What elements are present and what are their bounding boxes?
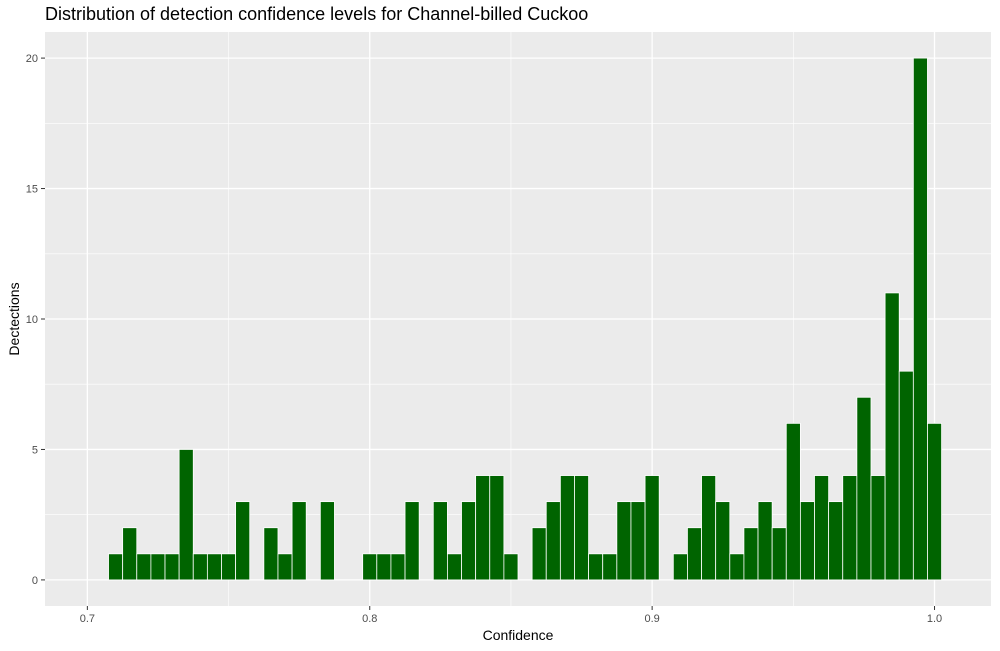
histogram-bar <box>432 501 448 581</box>
y-tick-label: 20 <box>26 53 38 65</box>
histogram-bar <box>150 553 166 581</box>
histogram-bar <box>503 553 519 581</box>
y-tick-label: 10 <box>26 314 38 326</box>
x-tick-label: 0.9 <box>644 613 659 625</box>
y-tick-label: 15 <box>26 184 38 196</box>
histogram-bar <box>644 475 660 581</box>
y-axis-ticks: 0 5 10 15 20 <box>26 53 45 587</box>
histogram-bar <box>616 501 632 581</box>
histogram-bar <box>221 553 237 581</box>
x-tick-label: 0.7 <box>80 613 95 625</box>
histogram-bar <box>489 475 505 581</box>
y-axis-title: Dectections <box>6 282 22 355</box>
histogram-bar <box>842 475 858 581</box>
histogram-bar <box>461 501 477 581</box>
histogram-bar <box>164 553 180 581</box>
histogram-bar <box>376 553 392 581</box>
histogram-bar <box>362 553 378 581</box>
x-tick-label: 1.0 <box>927 613 942 625</box>
histogram-bar <box>588 553 604 581</box>
histogram-bar <box>828 501 844 581</box>
y-tick-label: 5 <box>32 444 38 456</box>
histogram-bar <box>531 527 547 581</box>
histogram-bar <box>771 527 787 581</box>
histogram-bar <box>235 501 251 581</box>
histogram-bar <box>390 553 406 581</box>
histogram-bar <box>122 527 138 581</box>
histogram-bar <box>475 475 491 581</box>
histogram-bar <box>108 553 124 581</box>
histogram-bar <box>263 527 279 581</box>
histogram-bar <box>404 501 420 581</box>
histogram-bar <box>701 475 717 581</box>
histogram-bar <box>602 553 618 581</box>
histogram-bar <box>136 553 152 581</box>
y-tick-label: 0 <box>32 575 38 587</box>
histogram-bar <box>206 553 222 581</box>
histogram-bar <box>545 501 561 581</box>
x-axis-ticks: 0.7 0.8 0.9 1.0 <box>80 606 942 625</box>
chart-title: Distribution of detection confidence lev… <box>45 4 588 24</box>
histogram-bars <box>108 57 942 581</box>
histogram-bar <box>192 553 208 581</box>
histogram-bar <box>884 292 900 581</box>
x-tick-label: 0.8 <box>362 613 377 625</box>
histogram-bar <box>672 553 688 581</box>
histogram-bar <box>743 527 759 581</box>
histogram-bar <box>630 501 646 581</box>
histogram-bar <box>729 553 745 581</box>
histogram-bar <box>814 475 830 581</box>
histogram-bar <box>927 422 942 581</box>
histogram-bar <box>785 422 801 581</box>
histogram-bar <box>319 501 335 581</box>
histogram-bar <box>757 501 773 581</box>
histogram-bar <box>559 475 575 581</box>
histogram-bar <box>912 57 928 581</box>
histogram-bar <box>574 475 589 581</box>
histogram-bar <box>687 527 702 581</box>
x-axis-title: Confidence <box>483 627 554 643</box>
histogram-bar <box>898 370 914 581</box>
histogram-bar <box>856 396 872 581</box>
histogram-bar <box>178 449 194 581</box>
histogram-bar <box>715 501 731 581</box>
histogram-bar <box>277 553 293 581</box>
histogram-bar <box>291 501 307 581</box>
histogram-bar <box>870 475 886 581</box>
histogram-bar <box>447 553 462 581</box>
histogram-bar <box>799 501 815 581</box>
